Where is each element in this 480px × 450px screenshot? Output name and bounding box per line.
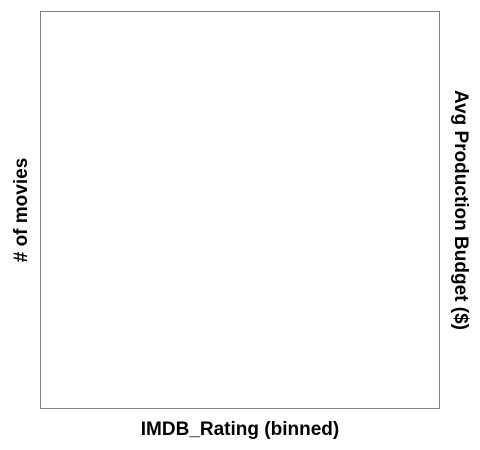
y-axis-right-title: Avg Production Budget ($) [450, 90, 471, 330]
plot-area [40, 11, 440, 409]
x-axis-title: IMDB_Rating (binned) [140, 419, 340, 440]
plot-svg [41, 12, 439, 408]
y-axis-left-title: # of movies [11, 157, 32, 263]
